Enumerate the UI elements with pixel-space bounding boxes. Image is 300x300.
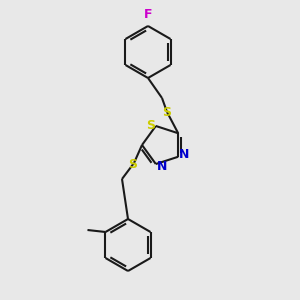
- Text: N: N: [179, 148, 189, 161]
- Text: S: S: [163, 106, 172, 119]
- Text: S: S: [128, 158, 137, 170]
- Text: F: F: [144, 8, 152, 21]
- Text: N: N: [157, 160, 167, 172]
- Text: S: S: [146, 119, 155, 133]
